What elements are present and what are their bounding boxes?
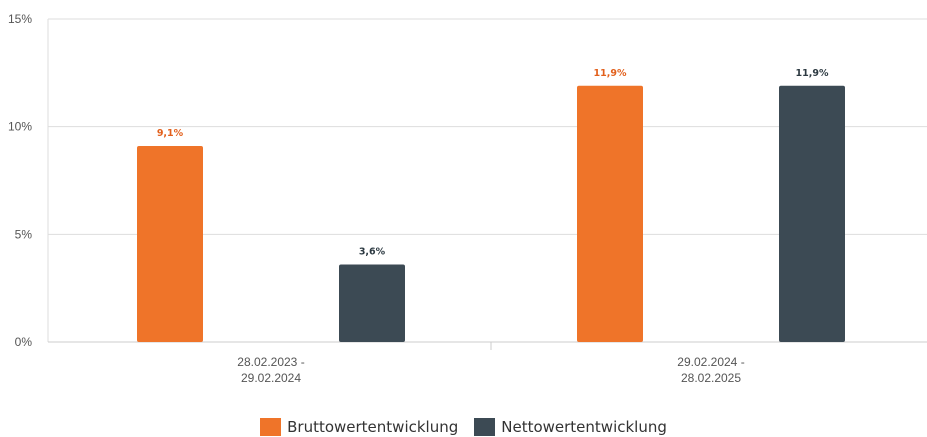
y-tick-label: 15% bbox=[8, 12, 32, 26]
legend-item-netto[interactable]: Nettowertentwicklung bbox=[474, 418, 667, 436]
y-tick-label: 0% bbox=[15, 335, 33, 349]
data-label: 11,9% bbox=[796, 68, 829, 79]
bar bbox=[137, 146, 203, 342]
data-label: 11,9% bbox=[594, 68, 627, 79]
y-tick-label: 10% bbox=[8, 120, 32, 134]
x-category-label: 29.02.2024 -28.02.2025 bbox=[677, 355, 744, 385]
bar bbox=[779, 85, 845, 343]
bar bbox=[577, 85, 643, 343]
axes: 0% 5% 10% 15% 28.02.2023 -29.02.2024 29.02.20… bbox=[8, 12, 927, 385]
data-label: 3,6% bbox=[359, 246, 386, 257]
legend-swatch-brutto bbox=[260, 418, 282, 436]
y-tick-label: 5% bbox=[15, 227, 33, 241]
legend-label-netto: Nettowertentwicklung bbox=[501, 418, 667, 436]
bars bbox=[137, 85, 845, 343]
x-category-label: 28.02.2023 -29.02.2024 bbox=[237, 355, 304, 385]
legend-item-brutto[interactable]: Bruttowertentwicklung bbox=[260, 418, 458, 436]
legend: Bruttowertentwicklung Nettowertentwicklu… bbox=[0, 417, 927, 437]
bar bbox=[339, 264, 405, 342]
legend-swatch-netto bbox=[474, 418, 496, 436]
data-labels: 9,1% 11,9% 3,6% 11,9% bbox=[157, 68, 829, 258]
data-label: 9,1% bbox=[157, 128, 184, 139]
legend-label-brutto: Bruttowertentwicklung bbox=[287, 418, 459, 436]
